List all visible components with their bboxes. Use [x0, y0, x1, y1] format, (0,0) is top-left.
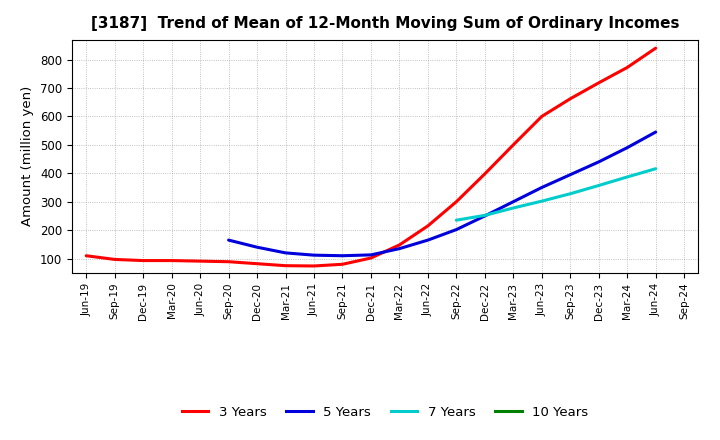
3 Years — [253, 261, 261, 266]
5 Years — [509, 199, 518, 204]
7 Years — [566, 191, 575, 196]
5 Years — [282, 250, 290, 256]
5 Years — [423, 238, 432, 243]
5 Years — [395, 246, 404, 251]
5 Years — [537, 185, 546, 190]
5 Years — [595, 159, 603, 165]
5 Years — [623, 145, 631, 150]
3 Years — [423, 223, 432, 228]
Legend: 3 Years, 5 Years, 7 Years, 10 Years: 3 Years, 5 Years, 7 Years, 10 Years — [176, 401, 594, 424]
5 Years — [310, 253, 318, 258]
5 Years — [225, 238, 233, 243]
3 Years — [452, 199, 461, 204]
5 Years — [480, 213, 489, 219]
3 Years — [623, 65, 631, 70]
5 Years — [338, 253, 347, 258]
3 Years — [225, 259, 233, 264]
3 Years — [366, 255, 375, 260]
Line: 3 Years: 3 Years — [86, 48, 656, 266]
5 Years — [366, 252, 375, 257]
7 Years — [623, 174, 631, 180]
7 Years — [509, 205, 518, 211]
3 Years — [566, 96, 575, 101]
3 Years — [480, 171, 489, 176]
3 Years — [652, 45, 660, 51]
Title: [3187]  Trend of Mean of 12-Month Moving Sum of Ordinary Incomes: [3187] Trend of Mean of 12-Month Moving … — [91, 16, 680, 32]
7 Years — [652, 166, 660, 171]
7 Years — [537, 198, 546, 204]
3 Years — [82, 253, 91, 258]
3 Years — [196, 258, 204, 264]
Y-axis label: Amount (million yen): Amount (million yen) — [22, 86, 35, 226]
Line: 5 Years: 5 Years — [229, 132, 656, 256]
Line: 7 Years: 7 Years — [456, 169, 656, 220]
7 Years — [480, 213, 489, 218]
3 Years — [282, 263, 290, 268]
3 Years — [509, 142, 518, 147]
3 Years — [110, 257, 119, 262]
5 Years — [452, 227, 461, 232]
3 Years — [338, 262, 347, 267]
5 Years — [253, 245, 261, 250]
3 Years — [595, 80, 603, 85]
7 Years — [452, 217, 461, 223]
3 Years — [139, 258, 148, 263]
3 Years — [310, 263, 318, 268]
3 Years — [537, 114, 546, 119]
7 Years — [595, 183, 603, 188]
3 Years — [167, 258, 176, 263]
3 Years — [395, 242, 404, 248]
5 Years — [652, 129, 660, 135]
5 Years — [566, 172, 575, 177]
